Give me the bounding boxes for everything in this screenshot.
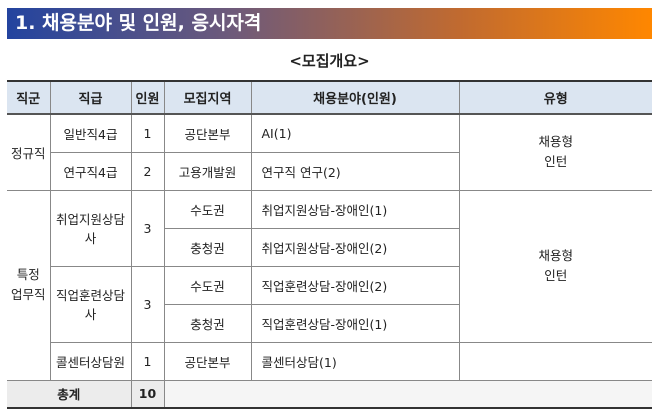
- header-cell: 직급: [49, 80, 132, 115]
- region: 수도권: [163, 189, 252, 229]
- header-cell: 유형: [458, 80, 652, 115]
- grade: 취업지원상담사: [49, 189, 132, 267]
- recruitment-table: 직군 직급 인원 모집지역 채용분야(인원) 유형 정규직 일반직4급 1 공단…: [7, 80, 652, 409]
- total-count: 10: [130, 379, 165, 409]
- type: 채용형 인턴: [458, 113, 652, 191]
- header-row: 직군 직급 인원 모집지역 채용분야(인원) 유형: [7, 80, 652, 115]
- total-label: 총계: [7, 379, 132, 409]
- table-caption: <모집개요>: [289, 52, 370, 70]
- grade: 일반직4급: [49, 113, 132, 153]
- region: 충청권: [164, 227, 252, 267]
- grade: 연구직4급: [50, 151, 132, 191]
- section-title: 1. 채용분야 및 인원, 응시자격: [7, 8, 652, 39]
- field: AI(1): [250, 113, 460, 153]
- header-cell: 인원: [130, 80, 165, 115]
- empty-cell: [458, 342, 652, 381]
- empty-cell: [163, 379, 652, 409]
- field: 직업훈련상담-장애인(1): [250, 303, 459, 343]
- type: 채용형 인턴: [458, 189, 652, 343]
- field: 취업지원상담-장애인(2): [250, 227, 459, 267]
- table-row: 콜센터상담원 1 공단본부 콜센터상담(1): [7, 341, 652, 381]
- field: 연구직 연구(2): [250, 151, 459, 191]
- job-group: 정규직: [7, 113, 51, 191]
- count: 3: [130, 265, 165, 343]
- grade: 직업훈련상담사: [50, 265, 132, 343]
- field: 콜센터상담(1): [250, 341, 460, 381]
- region: 공단본부: [163, 341, 252, 381]
- field: 직업훈련상담-장애인(2): [250, 265, 459, 305]
- region: 공단본부: [163, 113, 252, 153]
- header-cell: 채용분야(인원): [250, 80, 460, 115]
- count: 1: [130, 113, 165, 153]
- field: 취업지원상담-장애인(1): [250, 189, 460, 229]
- total-row: 총계 10: [7, 379, 652, 409]
- grade: 콜센터상담원: [50, 341, 132, 381]
- table-row: 특정 업무직 취업지원상담사 3 수도권 취업지원상담-장애인(1) 채용형 인…: [7, 189, 652, 381]
- count: 1: [130, 341, 165, 381]
- count: 3: [130, 189, 165, 267]
- table-row: 정규직 일반직4급 1 공단본부 AI(1) 채용형 인턴: [7, 113, 652, 191]
- job-group: 특정 업무직: [7, 189, 51, 381]
- region: 수도권: [163, 265, 252, 305]
- table-row: 충청권 직업훈련상담-장애인(1): [7, 303, 652, 343]
- region: 충청권: [164, 303, 252, 343]
- count: 2: [130, 151, 165, 191]
- header-cell: 직군: [7, 80, 51, 115]
- header-cell: 모집지역: [163, 80, 252, 115]
- region: 고용개발원: [163, 151, 252, 191]
